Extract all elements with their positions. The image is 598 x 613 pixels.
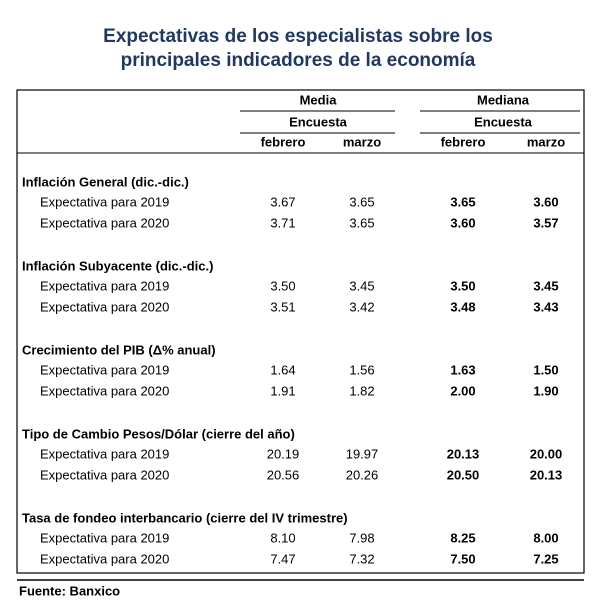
cell: 3.65 bbox=[450, 194, 475, 209]
row-label: Expectativa para 2019 bbox=[40, 278, 169, 293]
section-title: Inflación General (dic.-dic.) bbox=[22, 174, 189, 189]
cell: 3.65 bbox=[349, 215, 374, 230]
cell: 1.91 bbox=[270, 383, 295, 398]
cell: 20.26 bbox=[346, 467, 379, 482]
row-label: Expectativa para 2019 bbox=[40, 446, 169, 461]
cell: 3.45 bbox=[533, 278, 558, 293]
table-border bbox=[16, 89, 585, 574]
cell: 20.50 bbox=[447, 467, 480, 482]
row-label: Expectativa para 2020 bbox=[40, 215, 169, 230]
cell: 3.60 bbox=[533, 194, 558, 209]
cell: 1.56 bbox=[349, 362, 374, 377]
title: principales indicadores de la economía bbox=[121, 50, 476, 71]
cell: 20.56 bbox=[267, 467, 300, 482]
cell: 3.57 bbox=[533, 215, 558, 230]
cell: 7.25 bbox=[533, 551, 558, 566]
section-title: Crecimiento del PIB (Δ% anual) bbox=[22, 342, 216, 357]
row-label: Expectativa para 2020 bbox=[40, 467, 169, 482]
cell: 8.10 bbox=[270, 530, 295, 545]
col-label: febrero bbox=[441, 134, 486, 149]
cell: 1.50 bbox=[533, 362, 558, 377]
col-label: febrero bbox=[261, 134, 306, 149]
cell: 3.48 bbox=[450, 299, 475, 314]
group-label: Media bbox=[300, 92, 338, 107]
group-sub: Encuesta bbox=[474, 114, 533, 129]
row-label: Expectativa para 2019 bbox=[40, 530, 169, 545]
cell: 3.42 bbox=[349, 299, 374, 314]
row-label: Expectativa para 2019 bbox=[40, 362, 169, 377]
cell: 8.25 bbox=[450, 530, 475, 545]
cell: 7.32 bbox=[349, 551, 374, 566]
title: Expectativas de los especialistas sobre … bbox=[103, 26, 493, 47]
source: Fuente: Banxico bbox=[19, 583, 120, 598]
cell: 1.64 bbox=[270, 362, 295, 377]
row-label: Expectativa para 2020 bbox=[40, 383, 169, 398]
section-title: Inflación Subyacente (dic.-dic.) bbox=[22, 258, 213, 273]
cell: 3.65 bbox=[349, 194, 374, 209]
cell: 20.13 bbox=[447, 446, 480, 461]
cell: 1.90 bbox=[533, 383, 558, 398]
cell: 20.13 bbox=[530, 467, 563, 482]
cell: 3.60 bbox=[450, 215, 475, 230]
cell: 3.51 bbox=[270, 299, 295, 314]
row-label: Expectativa para 2020 bbox=[40, 551, 169, 566]
cell: 3.45 bbox=[349, 278, 374, 293]
group-sub: Encuesta bbox=[289, 114, 348, 129]
cell: 3.50 bbox=[270, 278, 295, 293]
cell: 3.50 bbox=[450, 278, 475, 293]
col-label: marzo bbox=[527, 134, 565, 149]
row-label: Expectativa para 2019 bbox=[40, 194, 169, 209]
cell: 20.19 bbox=[267, 446, 300, 461]
cell: 1.63 bbox=[450, 362, 475, 377]
cell: 1.82 bbox=[349, 383, 374, 398]
section-title: Tasa de fondeo interbancario (cierre del… bbox=[22, 510, 348, 525]
cell: 7.47 bbox=[270, 551, 295, 566]
cell: 3.67 bbox=[270, 194, 295, 209]
cell: 2.00 bbox=[450, 383, 475, 398]
row-label: Expectativa para 2020 bbox=[40, 299, 169, 314]
cell: 20.00 bbox=[530, 446, 563, 461]
cell: 19.97 bbox=[346, 446, 379, 461]
group-label: Mediana bbox=[477, 92, 530, 107]
col-label: marzo bbox=[343, 134, 381, 149]
cell: 8.00 bbox=[533, 530, 558, 545]
section-title: Tipo de Cambio Pesos/Dólar (cierre del a… bbox=[22, 426, 295, 441]
cell: 3.71 bbox=[270, 215, 295, 230]
cell: 3.43 bbox=[533, 299, 558, 314]
cell: 7.98 bbox=[349, 530, 374, 545]
cell: 7.50 bbox=[450, 551, 475, 566]
